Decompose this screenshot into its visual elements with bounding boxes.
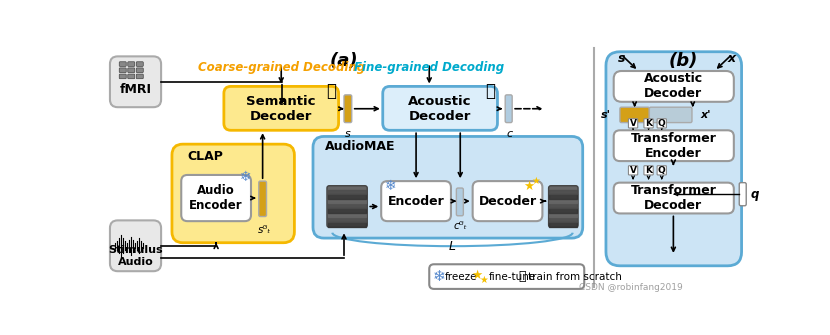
Text: fMRI: fMRI bbox=[120, 83, 152, 96]
FancyBboxPatch shape bbox=[120, 74, 126, 79]
Text: ❄: ❄ bbox=[432, 269, 445, 284]
Text: L: L bbox=[449, 240, 456, 253]
FancyBboxPatch shape bbox=[344, 95, 352, 123]
FancyBboxPatch shape bbox=[172, 144, 295, 243]
Text: ❄: ❄ bbox=[384, 180, 396, 194]
Text: s: s bbox=[618, 52, 625, 65]
Text: c: c bbox=[506, 129, 512, 139]
FancyBboxPatch shape bbox=[110, 56, 161, 107]
FancyBboxPatch shape bbox=[136, 62, 144, 66]
Text: Q: Q bbox=[658, 166, 666, 175]
FancyBboxPatch shape bbox=[381, 181, 451, 221]
Text: x: x bbox=[727, 52, 735, 65]
Text: ★: ★ bbox=[532, 176, 540, 186]
FancyBboxPatch shape bbox=[313, 136, 583, 238]
FancyBboxPatch shape bbox=[613, 183, 734, 213]
FancyBboxPatch shape bbox=[628, 166, 637, 175]
Text: Acoustic
Decoder: Acoustic Decoder bbox=[644, 72, 703, 100]
Text: Q: Q bbox=[658, 119, 666, 128]
Text: ★: ★ bbox=[479, 275, 488, 285]
Text: q: q bbox=[751, 188, 759, 201]
Text: Fine-grained Decoding: Fine-grained Decoding bbox=[354, 61, 505, 74]
Text: 🔥: 🔥 bbox=[519, 270, 526, 283]
FancyBboxPatch shape bbox=[429, 264, 584, 289]
FancyBboxPatch shape bbox=[620, 107, 649, 123]
FancyBboxPatch shape bbox=[120, 62, 126, 66]
FancyBboxPatch shape bbox=[128, 62, 134, 66]
FancyBboxPatch shape bbox=[649, 107, 692, 123]
FancyBboxPatch shape bbox=[110, 220, 161, 271]
Text: Stimulus
Audio: Stimulus Audio bbox=[108, 245, 163, 267]
FancyBboxPatch shape bbox=[120, 68, 126, 73]
FancyBboxPatch shape bbox=[644, 166, 653, 175]
Text: Acoustic
Decoder: Acoustic Decoder bbox=[408, 95, 471, 123]
FancyBboxPatch shape bbox=[224, 86, 339, 130]
Text: fine-tune: fine-tune bbox=[489, 272, 536, 282]
FancyBboxPatch shape bbox=[613, 71, 734, 102]
Text: CSDN @robinfang2019: CSDN @robinfang2019 bbox=[579, 283, 682, 292]
Text: Audio
Encoder: Audio Encoder bbox=[189, 184, 243, 212]
FancyBboxPatch shape bbox=[613, 130, 734, 161]
FancyBboxPatch shape bbox=[136, 74, 144, 79]
FancyBboxPatch shape bbox=[606, 52, 741, 266]
Text: Coarse-grained Decoding: Coarse-grained Decoding bbox=[198, 61, 365, 74]
FancyBboxPatch shape bbox=[128, 74, 134, 79]
FancyBboxPatch shape bbox=[740, 183, 746, 206]
FancyBboxPatch shape bbox=[327, 186, 367, 227]
Text: (a): (a) bbox=[330, 52, 359, 70]
Text: 🔥: 🔥 bbox=[485, 82, 495, 100]
Text: Encoder: Encoder bbox=[388, 195, 444, 208]
Text: 🔥: 🔥 bbox=[326, 82, 337, 100]
FancyBboxPatch shape bbox=[128, 68, 134, 73]
FancyBboxPatch shape bbox=[549, 186, 578, 227]
Text: s: s bbox=[345, 129, 351, 139]
Text: x': x' bbox=[701, 110, 711, 120]
FancyBboxPatch shape bbox=[383, 86, 497, 130]
Text: CLAP: CLAP bbox=[188, 149, 223, 162]
Text: V: V bbox=[630, 166, 637, 175]
FancyBboxPatch shape bbox=[472, 181, 542, 221]
Text: ★: ★ bbox=[523, 180, 534, 193]
FancyBboxPatch shape bbox=[259, 181, 266, 216]
Text: V: V bbox=[630, 119, 637, 128]
Text: K: K bbox=[645, 166, 652, 175]
Text: Decoder: Decoder bbox=[478, 195, 536, 208]
Text: cᴳₜ: cᴳₜ bbox=[453, 221, 467, 231]
Text: Transformer
Encoder: Transformer Encoder bbox=[631, 132, 716, 160]
Text: sᴳₜ: sᴳₜ bbox=[257, 225, 271, 235]
Text: (b): (b) bbox=[669, 52, 698, 70]
FancyBboxPatch shape bbox=[181, 175, 251, 221]
Text: ★: ★ bbox=[471, 269, 483, 281]
FancyBboxPatch shape bbox=[644, 119, 653, 128]
Text: K: K bbox=[645, 119, 652, 128]
Text: AudioMAE: AudioMAE bbox=[325, 140, 395, 153]
Text: Semantic
Decoder: Semantic Decoder bbox=[247, 95, 316, 123]
FancyBboxPatch shape bbox=[457, 188, 463, 216]
FancyBboxPatch shape bbox=[505, 95, 512, 123]
FancyBboxPatch shape bbox=[657, 166, 666, 175]
Text: Transformer
Decoder: Transformer Decoder bbox=[631, 184, 716, 212]
FancyBboxPatch shape bbox=[657, 119, 666, 128]
FancyBboxPatch shape bbox=[628, 119, 637, 128]
Text: s': s' bbox=[601, 110, 611, 120]
Text: ❄: ❄ bbox=[240, 170, 251, 184]
FancyBboxPatch shape bbox=[136, 68, 144, 73]
Text: train from scratch: train from scratch bbox=[529, 272, 622, 282]
Text: freeze: freeze bbox=[445, 272, 477, 282]
